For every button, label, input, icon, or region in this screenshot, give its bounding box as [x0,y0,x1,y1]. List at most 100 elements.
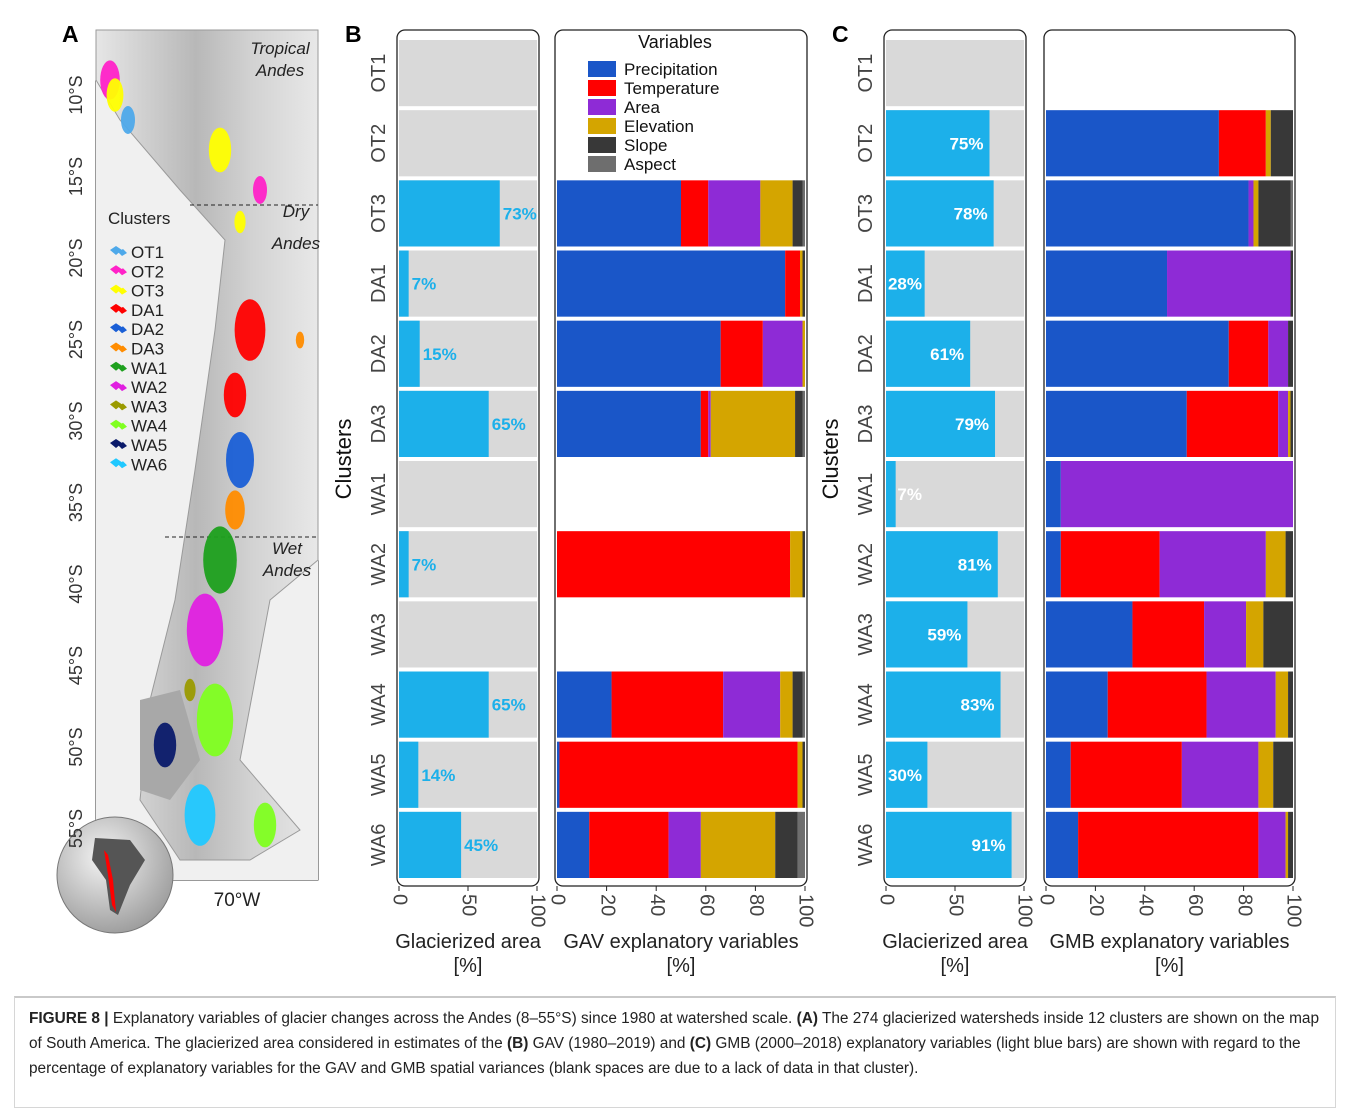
lat-label: 15°S [66,157,86,196]
bar-segment [1246,601,1264,668]
legend-label: OT2 [131,262,164,281]
legend-swatch [110,400,127,411]
bar-segment [1228,320,1269,387]
bar-segment [1204,601,1247,668]
x-tick-label: 20 [596,894,618,916]
bar-segment [1218,110,1266,177]
row-background [886,40,1024,107]
category-label: OT2 [855,124,877,163]
bar-segment [1070,741,1182,808]
lat-label: 20°S [66,238,86,277]
value-label: 59% [927,625,961,644]
bar-segment [802,671,805,738]
bar-segment [1060,531,1160,598]
value-label: 45% [464,836,498,855]
x-tick-label: 60 [696,894,718,916]
category-label: WA6 [855,824,877,867]
row-background [399,40,537,107]
bar [399,180,500,247]
legend-title: Variables [638,32,712,52]
x-tick-label: 60 [1184,894,1206,916]
bar [886,320,971,387]
legend-label: WA4 [131,417,167,436]
value-label: 78% [954,204,988,223]
legend-swatch [588,118,616,134]
cluster-area [196,683,234,757]
bar-segment [700,811,776,878]
value-label: 7% [412,555,437,574]
bar-segment [762,320,803,387]
legend-swatch [110,381,127,392]
bar-segment [790,531,803,598]
category-label: DA2 [855,334,877,373]
lat-label: 55°S [66,809,86,848]
bar-segment [1288,811,1293,878]
value-label: 91% [972,836,1006,855]
region-label: Andes [255,61,305,80]
category-label: WA2 [855,543,877,586]
y-axis-label: Clusters [331,419,356,500]
plot-frame [554,29,808,887]
bar-segment [723,671,781,738]
lat-label: 40°S [66,564,86,603]
bar-segment [1278,390,1289,457]
legend-box [583,26,783,176]
bar-segment [1258,741,1274,808]
legend-swatch [588,137,616,153]
bar-segment [797,811,805,878]
panel-label: A [62,21,79,47]
bar [399,811,462,878]
bar-segment [557,250,786,317]
cluster-area [226,432,254,488]
category-label: WA5 [855,753,877,796]
value-label: 30% [888,766,922,785]
bar-segment [1285,811,1289,878]
x-tick-label: 80 [745,894,767,916]
region-label: Andes [271,234,321,253]
row-background [399,250,537,317]
category-label: WA2 [368,543,390,586]
category-label: WA6 [368,824,390,867]
map [56,29,319,934]
bar-segment [710,390,796,457]
x-axis-label: Glacierized area [%] [882,931,1028,977]
bar-segment [1290,250,1293,317]
bar-segment [1290,180,1293,247]
x-tick-label: 0 [547,894,569,905]
bar-segment [1046,811,1079,878]
category-label: WA5 [368,753,390,796]
bar-segment [700,390,709,457]
caption-part: Explanatory variables of glacier changes… [108,1010,797,1027]
bar-segment [1268,320,1289,387]
category-label: OT3 [368,194,390,233]
lat-label: 30°S [66,401,86,440]
legend-label: WA6 [131,455,167,474]
bar-segment [589,811,669,878]
legend-swatch [588,61,616,77]
bar-segment [557,531,791,598]
bar [399,250,409,317]
value-label: 7% [897,485,922,504]
legend-label: Temperature [624,79,719,98]
value-label: 61% [930,345,964,364]
bar-segment [1046,390,1187,457]
region-label: Andes [262,561,312,580]
legend-label: Area [624,98,660,117]
bar-segment [1046,180,1249,247]
bar [399,320,420,387]
value-label: 28% [888,275,922,294]
category-label: DA1 [368,264,390,303]
caption-part: (A) [796,1010,818,1027]
cluster-area [234,210,246,234]
caption: FIGURE 8 | Explanatory variables of glac… [14,996,1336,1108]
bar-segment [760,180,793,247]
cluster-area [253,802,277,848]
cluster-area [153,722,177,768]
value-label: 79% [955,415,989,434]
bar-segment [1046,320,1229,387]
lat-label: 45°S [66,646,86,685]
bar [399,531,409,598]
bar-segment [802,741,805,808]
bar-segment [720,320,763,387]
bar [399,671,489,738]
